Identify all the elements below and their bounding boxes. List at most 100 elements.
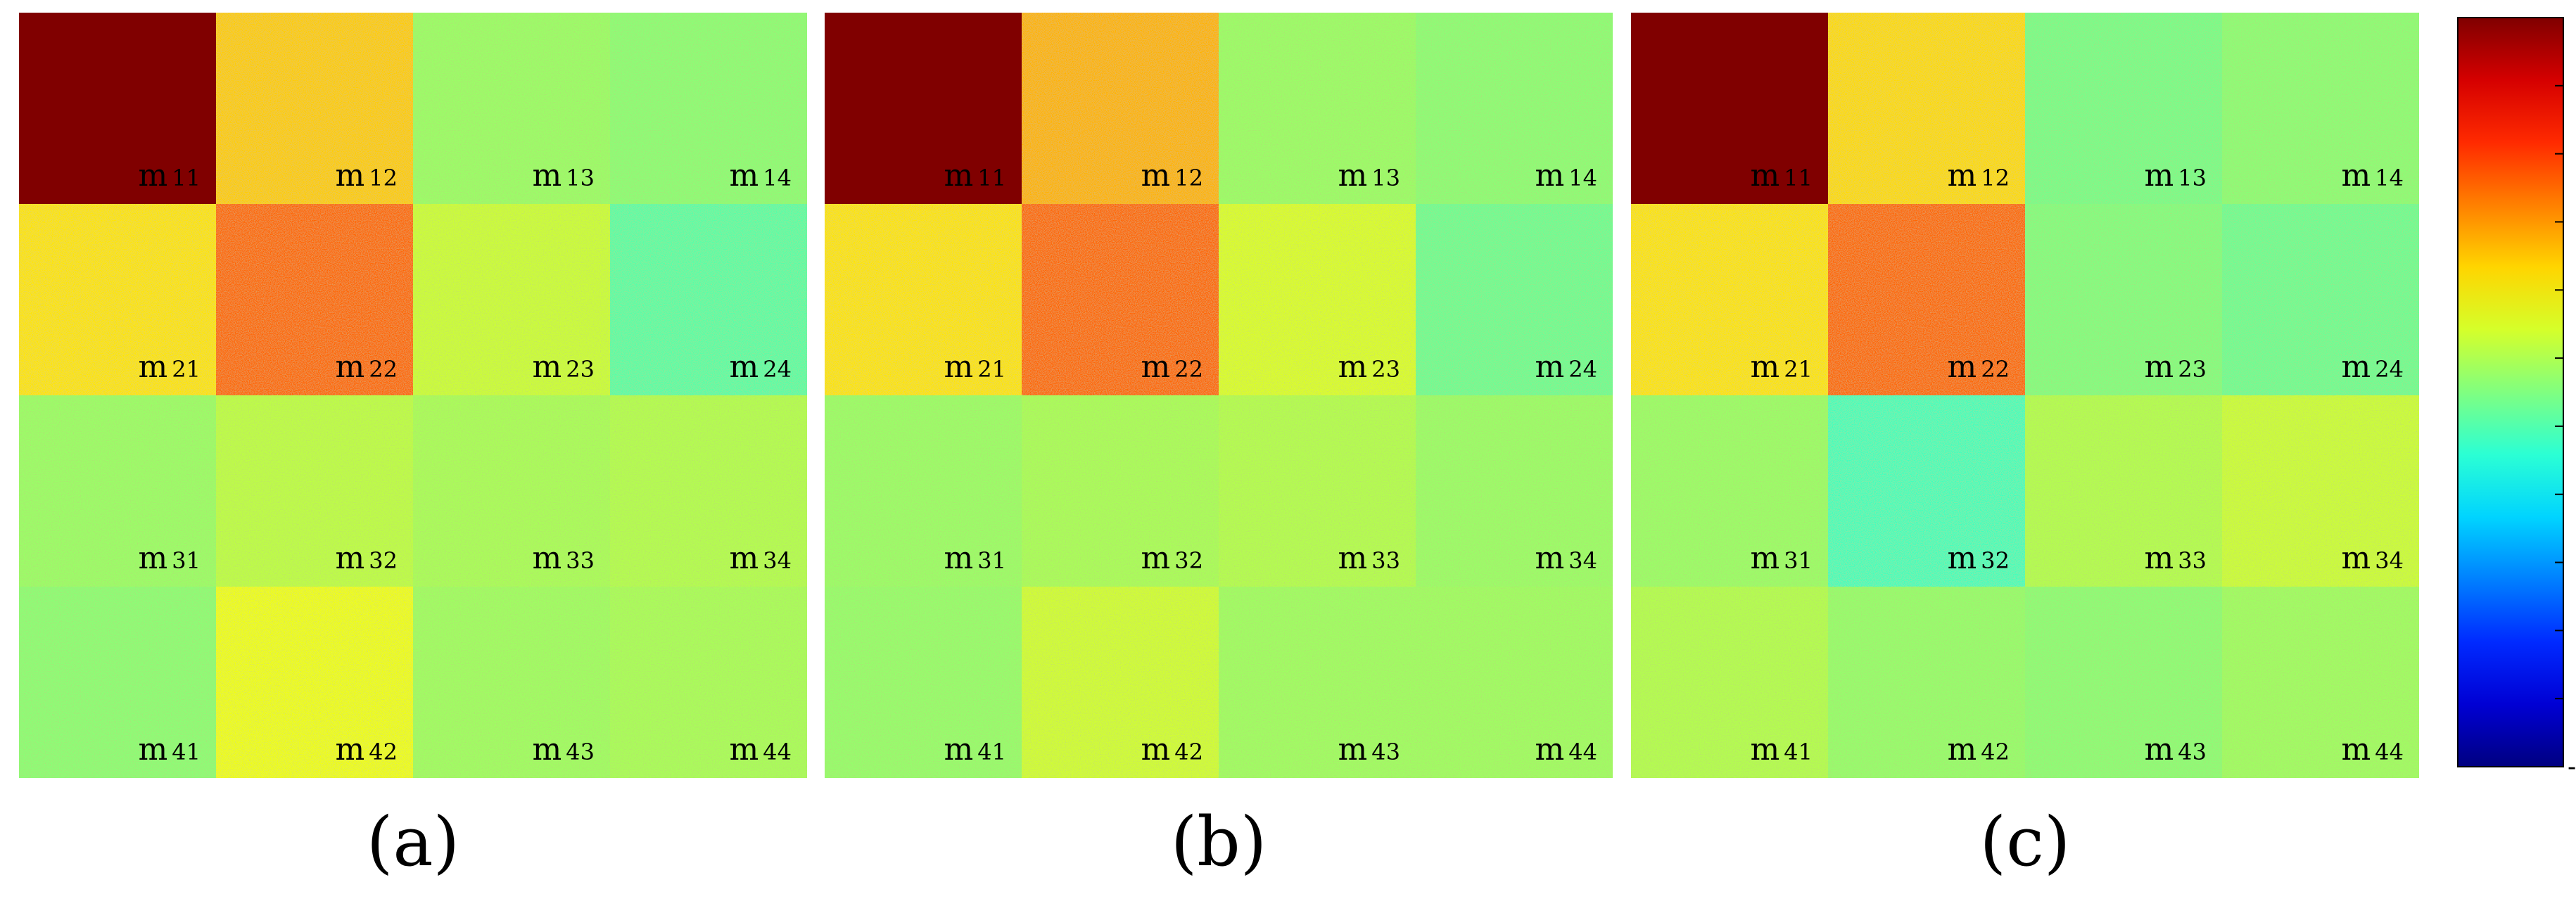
element-label-index: 41 [172, 739, 201, 765]
element-label-31: m 31 [944, 540, 1006, 576]
element-label-index: 24 [2375, 356, 2404, 383]
element-label-index: 24 [763, 356, 792, 383]
element-label-21: m 21 [139, 349, 201, 385]
element-label-index: 11 [172, 165, 201, 191]
element-label-index: 23 [1371, 356, 1400, 383]
element-label-34: m 34 [1535, 540, 1597, 576]
panels-layer: m 11 m 12 m 13 m 14m 21 m 22 m 23 m 24m 31 m 32 m 33 m 34m 41 m… [19, 13, 2419, 881]
heatmap-cell [1022, 587, 1219, 778]
element-label-23: m 23 [1338, 349, 1400, 385]
element-label-m: m [336, 158, 365, 193]
heatmap-cell [610, 395, 807, 587]
element-label-m: m [1948, 732, 1977, 767]
element-label-m: m [944, 540, 974, 576]
heatmap-cell [413, 587, 610, 778]
heatmap-cell [2222, 587, 2419, 778]
element-label-24: m 24 [1535, 349, 1597, 385]
element-label-index: 21 [1784, 356, 1813, 383]
heatmap-cell [1219, 395, 1416, 587]
element-label-index: 23 [566, 356, 595, 383]
heatmap-cell [1022, 204, 1219, 395]
element-label-m: m [944, 158, 974, 193]
heatmap-cell [413, 395, 610, 587]
panel-b: m 11 m 12 m 13 m 14m 21 m 22 m 23 m 24m 31 m 32 m 33 m 34m 41 m… [825, 13, 1613, 881]
element-label-41: m 41 [1751, 732, 1813, 767]
heatmap-cell [2222, 204, 2419, 395]
element-label-44: m 44 [1535, 732, 1597, 767]
heatmap-cell [2025, 395, 2222, 587]
heatmap-cell [825, 204, 1022, 395]
element-label-m: m [730, 349, 759, 385]
element-label-index: 34 [763, 547, 792, 574]
element-label-index: 33 [2178, 547, 2207, 574]
heatmap-cell [1022, 13, 1219, 204]
element-label-m: m [533, 540, 562, 576]
element-label-m: m [1141, 732, 1171, 767]
element-label-index: 33 [1371, 547, 1400, 574]
element-label-14: m 14 [730, 158, 792, 193]
element-label-42: m 42 [1948, 732, 2010, 767]
element-label-index: 41 [977, 739, 1006, 765]
element-label-44: m 44 [2342, 732, 2404, 767]
heatmap-cell [610, 587, 807, 778]
heatmap-cell [1631, 204, 1828, 395]
heatmap-cell [1631, 587, 1828, 778]
element-label-index: 14 [1568, 165, 1597, 191]
heatmap-cell [19, 395, 216, 587]
element-label-index: 14 [2375, 165, 2404, 191]
element-label-index: 22 [1981, 356, 2010, 383]
element-label-43: m 43 [1338, 732, 1400, 767]
element-label-index: 44 [1568, 739, 1597, 765]
element-label-43: m 43 [533, 732, 595, 767]
element-label-m: m [944, 732, 974, 767]
element-label-23: m 23 [2145, 349, 2207, 385]
element-label-34: m 34 [730, 540, 792, 576]
element-label-m: m [1338, 349, 1368, 385]
element-label-m: m [1751, 349, 1780, 385]
element-label-m: m [533, 349, 562, 385]
element-label-21: m 21 [1751, 349, 1813, 385]
element-label-index: 12 [1981, 165, 2010, 191]
element-label-index: 42 [1174, 739, 1203, 765]
element-label-index: 32 [1981, 547, 2010, 574]
heatmap-cell [413, 204, 610, 395]
element-label-m: m [1535, 349, 1565, 385]
colorbar-min-label: -1 [2568, 753, 2576, 781]
element-label-m: m [730, 732, 759, 767]
element-label-m: m [2342, 732, 2371, 767]
element-label-m: m [1948, 349, 1977, 385]
heatmap-cell [216, 13, 413, 204]
element-label-11: m 11 [1751, 158, 1813, 193]
element-label-21: m 21 [944, 349, 1006, 385]
element-label-m: m [533, 732, 562, 767]
element-label-index: 21 [977, 356, 1006, 383]
heatmap-cell [2025, 587, 2222, 778]
element-label-index: 13 [2178, 165, 2207, 191]
element-label-index: 13 [566, 165, 595, 191]
element-label-index: 24 [1568, 356, 1597, 383]
element-label-12: m 12 [1141, 158, 1203, 193]
element-label-m: m [944, 349, 974, 385]
heatmap-cell [1416, 204, 1613, 395]
element-label-m: m [2145, 732, 2174, 767]
heatmap-cell [19, 204, 216, 395]
element-label-m: m [2145, 349, 2174, 385]
element-label-m: m [2342, 349, 2371, 385]
element-label-index: 32 [1174, 547, 1203, 574]
element-label-index: 44 [2375, 739, 2404, 765]
element-label-13: m 13 [1338, 158, 1400, 193]
element-label-m: m [730, 158, 759, 193]
element-label-41: m 41 [944, 732, 1006, 767]
heatmap-cell [1828, 587, 2025, 778]
element-label-42: m 42 [336, 732, 398, 767]
element-label-index: 21 [172, 356, 201, 383]
element-label-m: m [1338, 540, 1368, 576]
element-label-24: m 24 [2342, 349, 2404, 385]
heatmap-cell [825, 13, 1022, 204]
heatmap-cell [1219, 204, 1416, 395]
element-label-m: m [2342, 540, 2371, 576]
heatmap-cell [216, 587, 413, 778]
element-label-m: m [1948, 158, 1977, 193]
heatmap-cell [2025, 13, 2222, 204]
